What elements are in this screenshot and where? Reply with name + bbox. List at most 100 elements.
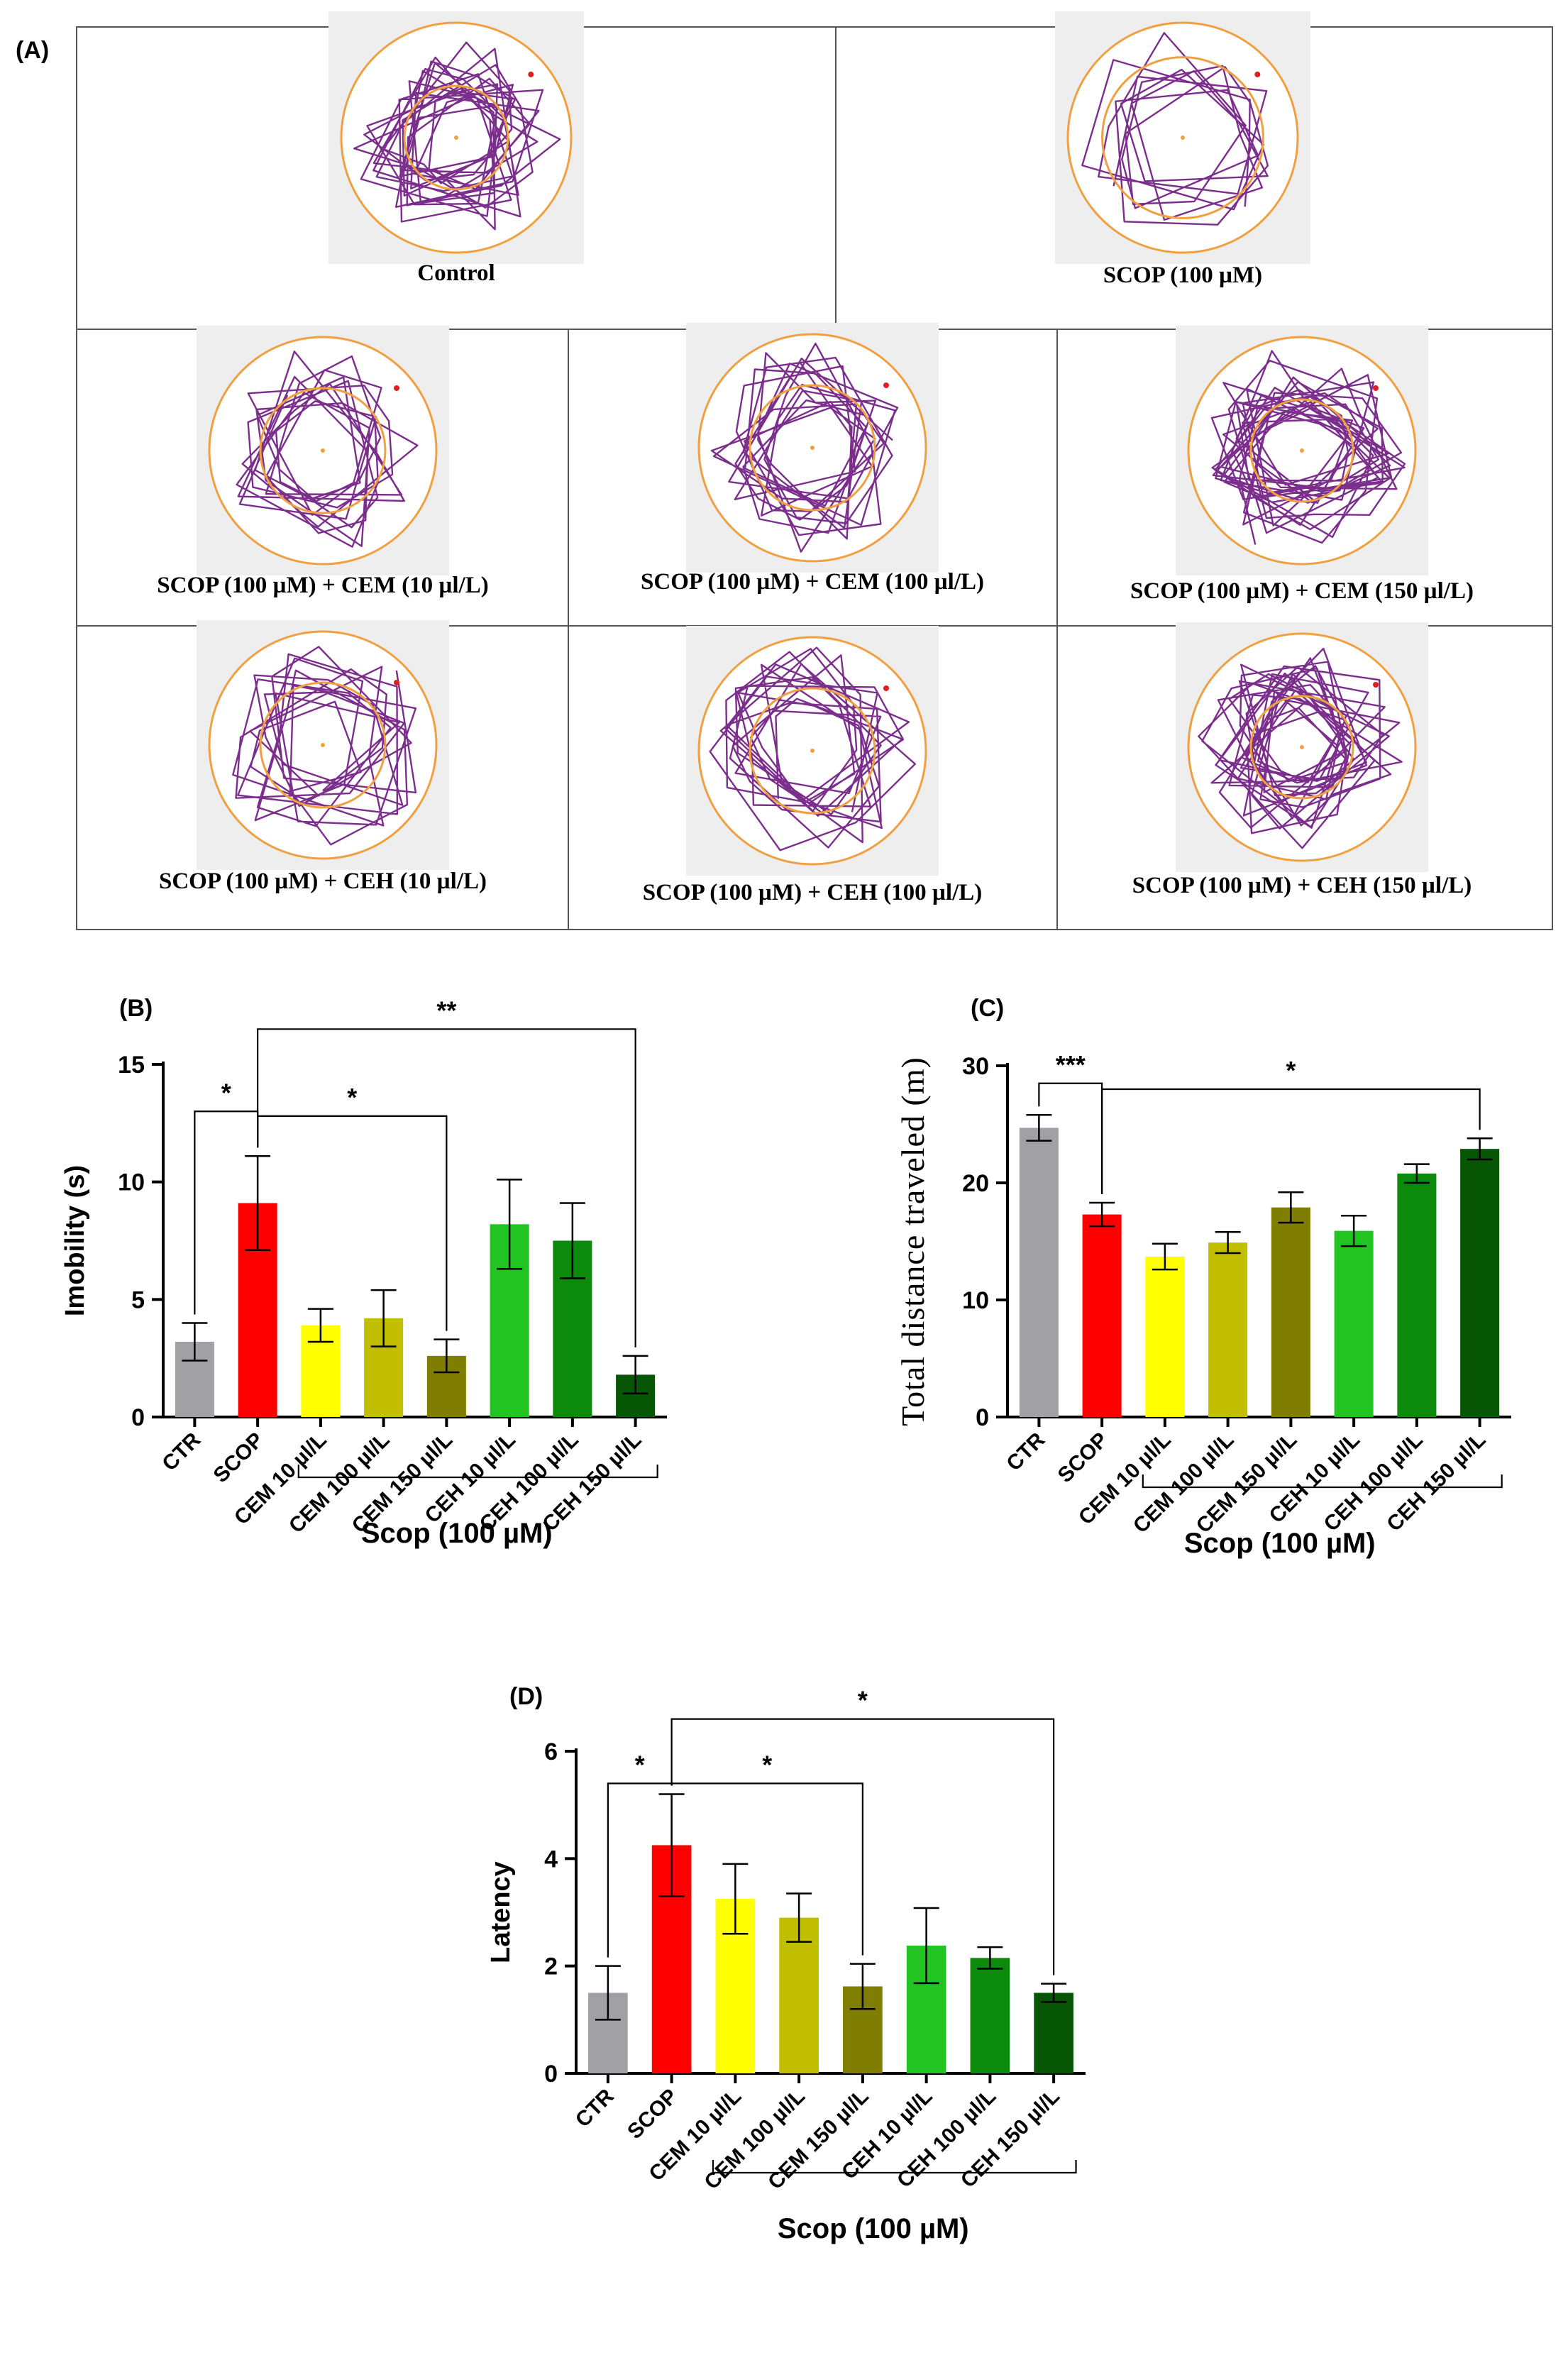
- x-tick-label: SCOP: [1054, 1428, 1112, 1487]
- bar: [970, 1958, 1010, 2073]
- arena-center-marker: [454, 136, 458, 140]
- arena-center-marker: [810, 749, 815, 753]
- significance-bracket: [1101, 1088, 1481, 1195]
- panel-a-trajectories: (A) Control SCOP (100 µM) SCOP (100 µM) + …: [16, 11, 1553, 930]
- trajectory-tile: SCOP (100 µM): [1055, 11, 1310, 288]
- x-tick-label: SCOP: [623, 2085, 682, 2144]
- trajectory-caption: SCOP (100 µM) + CEM (10 µl/L): [157, 573, 488, 598]
- panel-a-label: (A): [16, 37, 49, 64]
- swim-trajectory: [236, 351, 419, 548]
- significance-bracket: [257, 1028, 636, 1347]
- swim-trajectory: [1210, 350, 1406, 545]
- panel-a-frame: [76, 26, 1553, 930]
- trajectory-caption: Control: [417, 260, 495, 286]
- swim-trajectory: [1081, 32, 1269, 226]
- bar: [1145, 1256, 1185, 1417]
- panel-c-chart: (C) 0 10 20 30 Total distance traveled (m) CT…: [895, 995, 1511, 1559]
- arena-inner-circle: [749, 384, 876, 512]
- y-tick-label: 4: [544, 1846, 558, 1873]
- trajectory-tile: SCOP (100 µM) + CEH (10 µl/L): [159, 620, 487, 894]
- arena-center-marker: [1300, 745, 1304, 749]
- trajectory-caption: SCOP (100 µM) + CEH (10 µl/L): [159, 869, 487, 894]
- panel-c-label: (C): [971, 995, 1004, 1022]
- group-label: Scop (100 µM): [778, 2213, 969, 2244]
- significance-label: *: [635, 1750, 645, 1779]
- significance-bracket: [670, 1718, 1055, 1975]
- trajectory-tile: SCOP (100 µM) + CEH (150 µl/L): [1132, 622, 1472, 898]
- y-axis-label: Imobility (s): [60, 1165, 90, 1316]
- swim-trajectory: [710, 342, 899, 553]
- trajectory-tile: Control: [328, 11, 584, 286]
- significance-label: *: [347, 1083, 357, 1112]
- y-tick-label: 0: [976, 1404, 989, 1431]
- x-tick-label: CTR: [571, 2084, 619, 2132]
- swim-trajectory: [1198, 647, 1403, 849]
- significance-label: ***: [1056, 1050, 1086, 1079]
- y-tick-label: 5: [131, 1286, 145, 1313]
- start-marker: [1254, 71, 1261, 77]
- group-bracket: [712, 2160, 1077, 2174]
- bar: [1271, 1207, 1310, 1417]
- group-label: Scop (100 µM): [361, 1518, 553, 1549]
- trajectory-tile: SCOP (100 µM) + CEM (100 µl/L): [641, 323, 984, 595]
- trajectory-tile: SCOP (100 µM) + CEH (100 µl/L): [643, 626, 982, 905]
- panel-d-label: (D): [509, 1683, 543, 1710]
- significance-label: *: [1286, 1056, 1296, 1085]
- y-tick-label: 2: [544, 1953, 558, 1980]
- bar: [1019, 1128, 1059, 1417]
- significance-label: *: [762, 1750, 772, 1779]
- start-marker: [394, 385, 399, 391]
- trajectory-caption: SCOP (100 µM) + CEH (150 µl/L): [1132, 873, 1472, 898]
- arena-center-marker: [321, 448, 325, 453]
- x-tick-label: CTR: [1002, 1428, 1049, 1475]
- arena-inner-circle: [749, 687, 876, 815]
- arena-center-marker: [1181, 136, 1185, 140]
- start-marker: [528, 71, 534, 77]
- arena-center-marker: [810, 446, 815, 450]
- y-tick-label: 15: [118, 1052, 145, 1079]
- y-tick-label: 0: [544, 2061, 558, 2088]
- start-marker: [1373, 385, 1379, 391]
- significance-label: *: [221, 1078, 231, 1107]
- arena-inner-circle: [259, 387, 387, 514]
- start-marker: [883, 685, 889, 691]
- arena-inner-circle: [1249, 695, 1354, 800]
- bar: [1334, 1230, 1374, 1417]
- y-tick-label: 0: [131, 1404, 145, 1431]
- start-marker: [883, 382, 889, 388]
- arena-inner-circle: [1101, 56, 1264, 219]
- y-tick-label: 6: [544, 1738, 558, 1765]
- arena-center-marker: [321, 743, 325, 747]
- group-label: Scop (100 µM): [1184, 1528, 1376, 1559]
- bar: [1397, 1173, 1437, 1417]
- panel-b-label: (B): [119, 995, 153, 1022]
- bar: [779, 1917, 819, 2073]
- swim-trajectory: [709, 646, 916, 851]
- swim-trajectory: [353, 41, 561, 231]
- bar: [1208, 1242, 1248, 1417]
- y-tick-label: 10: [962, 1287, 989, 1314]
- bar: [1034, 1992, 1073, 2073]
- significance-bracket: [670, 1782, 863, 1956]
- y-tick-label: 30: [962, 1053, 989, 1080]
- trajectory-caption: SCOP (100 µM) + CEH (100 µl/L): [643, 880, 982, 905]
- significance-label: **: [436, 996, 456, 1025]
- x-tick-label: SCOP: [209, 1428, 268, 1487]
- trajectory-caption: SCOP (100 µM) + CEM (150 µl/L): [1130, 578, 1474, 604]
- bar: [1460, 1149, 1500, 1417]
- arena-inner-circle: [259, 681, 387, 809]
- start-marker: [394, 680, 399, 685]
- arena-inner-circle: [403, 84, 509, 191]
- y-axis-label: Latency: [486, 1861, 516, 1963]
- significance-bracket: [257, 1115, 448, 1331]
- bar: [1082, 1214, 1122, 1417]
- start-marker: [1373, 682, 1379, 688]
- trajectory-caption: SCOP (100 µM): [1103, 263, 1262, 288]
- y-tick-label: 20: [962, 1170, 989, 1197]
- arena-inner-circle: [1249, 398, 1354, 503]
- significance-label: *: [858, 1686, 868, 1715]
- x-tick-label: CTR: [158, 1428, 205, 1475]
